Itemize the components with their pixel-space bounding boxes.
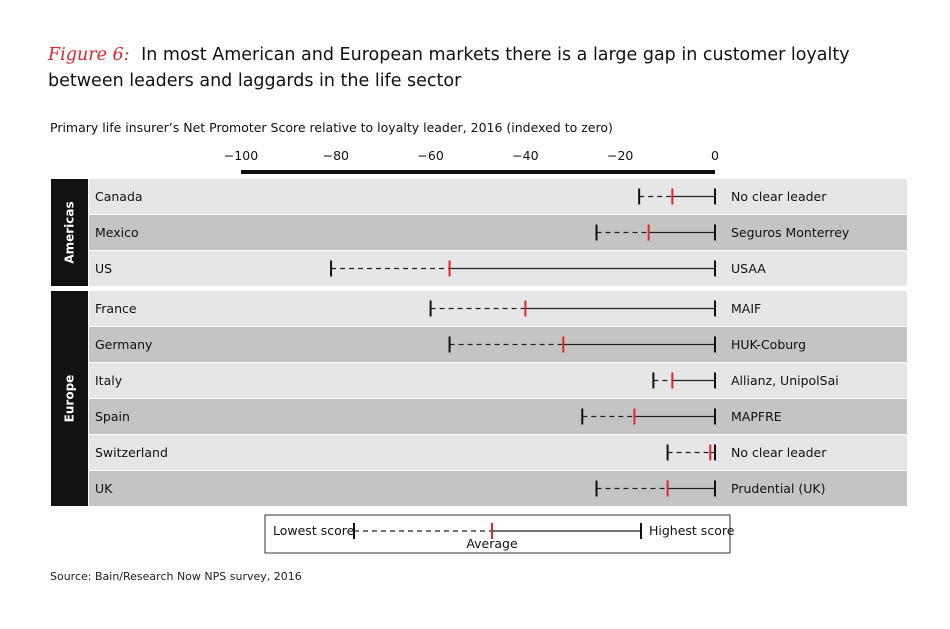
- country-label: Italy: [95, 373, 123, 388]
- x-tick-label: −100: [224, 148, 258, 163]
- country-label: France: [95, 301, 137, 316]
- leader-label: Seguros Monterrey: [731, 225, 850, 240]
- leader-label: Allianz, UnipolSai: [731, 373, 839, 388]
- leader-label: No clear leader: [731, 445, 827, 460]
- legend-lowest-label: Lowest score: [273, 523, 355, 538]
- x-axis-bar: [241, 170, 715, 174]
- row-band: [89, 179, 907, 214]
- country-label: Spain: [95, 409, 130, 424]
- country-label: US: [95, 261, 112, 276]
- leader-label: HUK-Coburg: [731, 337, 806, 352]
- group-label-box: [51, 291, 88, 506]
- x-tick-label: −20: [607, 148, 633, 163]
- country-label: Canada: [95, 189, 143, 204]
- row-band: [89, 435, 907, 470]
- source-note: Source: Bain/Research Now NPS survey, 20…: [50, 570, 302, 583]
- row-band: [89, 399, 907, 434]
- legend-average-label: Average: [466, 536, 518, 551]
- row-band: [89, 215, 907, 250]
- leader-label: USAA: [731, 261, 766, 276]
- leader-label: No clear leader: [731, 189, 827, 204]
- x-tick-label: −80: [323, 148, 349, 163]
- group-label: Europe: [63, 375, 77, 423]
- group-label: Americas: [63, 201, 77, 263]
- group-label-box: [51, 179, 88, 286]
- chart-subtitle: Primary life insurer’s Net Promoter Scor…: [50, 120, 613, 135]
- row-band: [89, 471, 907, 506]
- legend-box: [264, 514, 731, 554]
- country-label: Germany: [95, 337, 153, 352]
- row-band: [89, 363, 907, 398]
- x-tick-label: −60: [417, 148, 443, 163]
- chart-title: Figure 6: In most American and European …: [48, 42, 928, 94]
- leader-label: MAIF: [731, 301, 761, 316]
- figure-label: Figure 6:: [48, 45, 130, 65]
- country-label: Switzerland: [95, 445, 168, 460]
- x-tick-label: −40: [512, 148, 538, 163]
- legend-highest-label: Highest score: [649, 523, 735, 538]
- country-label: Mexico: [95, 225, 139, 240]
- country-label: UK: [95, 481, 113, 496]
- x-tick-label: 0: [711, 148, 719, 163]
- leader-label: Prudential (UK): [731, 481, 826, 496]
- leader-label: MAPFRE: [731, 409, 782, 424]
- title-text: In most American and European markets th…: [48, 45, 850, 91]
